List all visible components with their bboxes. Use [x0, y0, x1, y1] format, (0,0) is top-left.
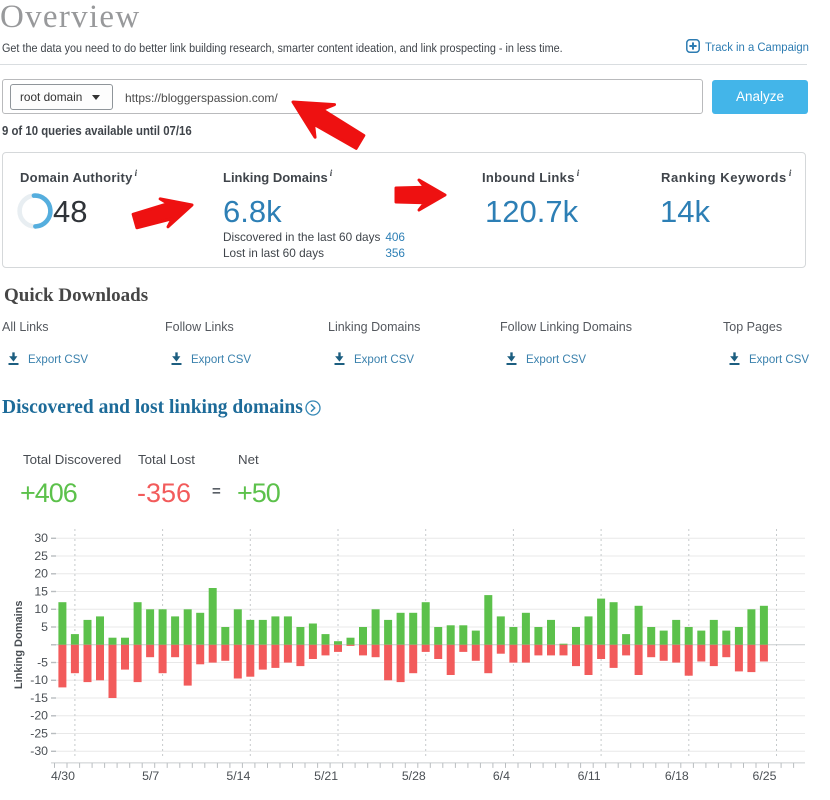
- svg-text:-5: -5: [37, 655, 48, 669]
- svg-text:6/4: 6/4: [493, 769, 510, 783]
- svg-text:-15: -15: [30, 691, 48, 705]
- svg-text:4/30: 4/30: [51, 769, 75, 783]
- svg-text:-30: -30: [30, 744, 48, 758]
- svg-text:5: 5: [41, 620, 48, 634]
- svg-text:25: 25: [34, 549, 48, 563]
- svg-text:15: 15: [34, 584, 48, 598]
- svg-text:5/28: 5/28: [402, 769, 426, 783]
- svg-text:5/21: 5/21: [314, 769, 338, 783]
- svg-text:20: 20: [34, 567, 48, 581]
- svg-text:30: 30: [34, 531, 48, 545]
- svg-text:5/14: 5/14: [226, 769, 250, 783]
- svg-text:-10: -10: [30, 673, 48, 687]
- svg-text:6/18: 6/18: [665, 769, 689, 783]
- svg-text:-20: -20: [30, 709, 48, 723]
- svg-text:10: 10: [34, 602, 48, 616]
- svg-text:6/25: 6/25: [753, 769, 777, 783]
- svg-text:-25: -25: [30, 726, 48, 740]
- svg-text:Linking Domains: Linking Domains: [13, 600, 25, 689]
- svg-text:6/11: 6/11: [578, 769, 601, 783]
- svg-text:5/7: 5/7: [142, 769, 159, 783]
